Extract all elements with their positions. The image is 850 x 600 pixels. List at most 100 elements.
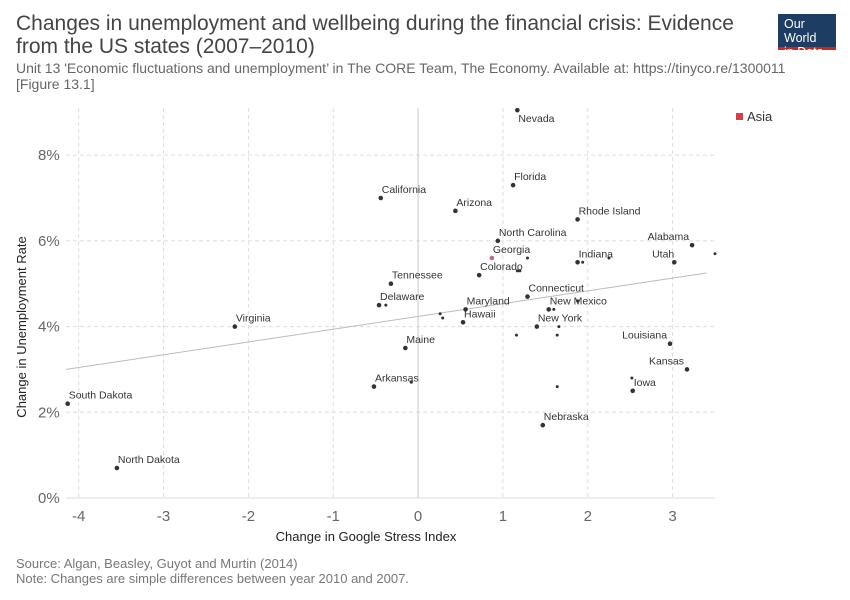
y-tick-label: 8% xyxy=(38,147,60,164)
point-label: Delaware xyxy=(380,291,425,303)
x-tick-label: 1 xyxy=(499,508,507,525)
point-label: Nebraska xyxy=(544,411,589,423)
data-point[interactable] xyxy=(515,107,520,113)
data-point[interactable] xyxy=(114,465,120,471)
point-label: Maine xyxy=(406,334,435,346)
owid-logo[interactable]: Our World in Data xyxy=(778,14,836,59)
subtitle-line-2: [Figure 13.1] xyxy=(16,76,95,92)
point-label: Indiana xyxy=(579,248,614,260)
y-tick-label: 4% xyxy=(38,319,60,336)
data-point[interactable] xyxy=(552,307,556,311)
y-tick-label: 2% xyxy=(38,404,60,421)
data-point[interactable] xyxy=(684,367,690,372)
x-tick-label: 3 xyxy=(668,508,676,525)
point-label: Arizona xyxy=(456,197,492,209)
data-point[interactable] xyxy=(476,272,482,278)
footer-source: Source: Algan, Beasley, Guyot and Murtin… xyxy=(16,556,298,571)
point-label: New Mexico xyxy=(550,295,607,307)
point-label: Utah xyxy=(652,248,674,260)
x-tick-label: -4 xyxy=(72,508,85,525)
data-point[interactable] xyxy=(555,333,559,337)
data-point[interactable] xyxy=(526,256,530,260)
point-label: North Dakota xyxy=(118,454,180,466)
chart-subtitle: Unit 13 'Economic fluctuations and unemp… xyxy=(16,60,816,92)
point-label: California xyxy=(382,184,427,196)
grid-lines xyxy=(66,108,715,499)
point-label: Florida xyxy=(514,171,546,183)
point-label: North Carolina xyxy=(499,227,567,239)
point-label: Iowa xyxy=(634,377,656,389)
legend-label-asia: Asia xyxy=(747,109,773,124)
data-point[interactable] xyxy=(630,376,634,380)
chart-title: Changes in unemployment and wellbeing du… xyxy=(16,12,734,58)
data-point[interactable] xyxy=(575,217,580,222)
data-point[interactable] xyxy=(409,380,413,384)
data-point[interactable] xyxy=(607,256,611,260)
point-label: Connecticut xyxy=(529,283,585,295)
data-point[interactable] xyxy=(495,238,501,244)
subtitle-line-1: Unit 13 'Economic fluctuations and unemp… xyxy=(16,60,786,76)
data-point[interactable] xyxy=(384,303,388,307)
data-point[interactable] xyxy=(546,307,552,312)
y-tick-label: 0% xyxy=(38,490,60,507)
data-point[interactable] xyxy=(388,281,394,287)
trend-line xyxy=(65,272,707,370)
point-label: Maryland xyxy=(467,295,510,307)
logo-line-1: Our World xyxy=(784,17,817,45)
point-labels: Nevada Florida California Arizona Rhode Isla… xyxy=(69,113,690,466)
data-point[interactable] xyxy=(515,269,519,273)
data-point[interactable] xyxy=(575,259,580,265)
data-point[interactable] xyxy=(689,242,695,248)
point-label: Alabama xyxy=(648,231,690,243)
x-axis-label: Change in Google Stress Index xyxy=(276,529,457,544)
data-point[interactable] xyxy=(534,324,540,329)
data-point[interactable] xyxy=(667,341,673,347)
data-point[interactable] xyxy=(510,182,516,188)
point-label: Virginia xyxy=(236,313,271,325)
y-axis-label: Change in Unemployment Rate xyxy=(14,236,29,417)
point-label: Nevada xyxy=(518,113,554,125)
footer-note: Note: Changes are simple differences bet… xyxy=(16,571,409,586)
point-label: Louisiana xyxy=(622,330,667,342)
point-label: South Dakota xyxy=(69,390,133,402)
data-point[interactable] xyxy=(460,319,466,325)
data-point[interactable] xyxy=(671,259,677,265)
data-point[interactable] xyxy=(630,388,636,394)
data-point[interactable] xyxy=(376,302,382,308)
y-tick-label: 6% xyxy=(38,233,60,250)
data-point[interactable] xyxy=(441,316,445,320)
point-label: Kansas xyxy=(649,355,684,367)
data-point[interactable] xyxy=(232,324,238,329)
data-point[interactable] xyxy=(463,307,468,312)
legend-swatch-asia xyxy=(736,113,743,120)
data-point[interactable] xyxy=(378,195,384,201)
point-label: Arkansas xyxy=(375,373,419,385)
data-point[interactable] xyxy=(713,252,717,256)
data-point[interactable] xyxy=(581,260,585,264)
legend[interactable]: Asia xyxy=(736,109,773,124)
data-points xyxy=(65,107,717,471)
data-point[interactable] xyxy=(514,333,518,337)
data-point[interactable] xyxy=(438,312,442,316)
data-point[interactable] xyxy=(453,208,458,214)
data-point[interactable] xyxy=(540,422,546,428)
x-tick-label: -2 xyxy=(242,508,255,525)
x-tick-label: 0 xyxy=(414,508,422,525)
data-point[interactable] xyxy=(557,325,561,329)
data-point[interactable] xyxy=(525,294,530,299)
x-tick-label: 2 xyxy=(584,508,592,525)
data-point[interactable] xyxy=(518,269,522,273)
data-point[interactable] xyxy=(371,384,377,389)
data-point[interactable] xyxy=(576,299,580,303)
data-point[interactable] xyxy=(489,255,495,261)
x-tick-label: -1 xyxy=(327,508,340,525)
data-point[interactable] xyxy=(65,401,70,407)
point-label: Colorado xyxy=(480,261,523,273)
point-label: Hawaii xyxy=(464,308,496,320)
logo-line-2: in Data xyxy=(784,45,824,59)
data-point[interactable] xyxy=(555,385,559,389)
x-tick-labels: -4 -3 -2 -1 0 1 2 3 xyxy=(72,508,677,525)
point-label: Georgia xyxy=(493,244,531,256)
data-point[interactable] xyxy=(403,345,408,351)
